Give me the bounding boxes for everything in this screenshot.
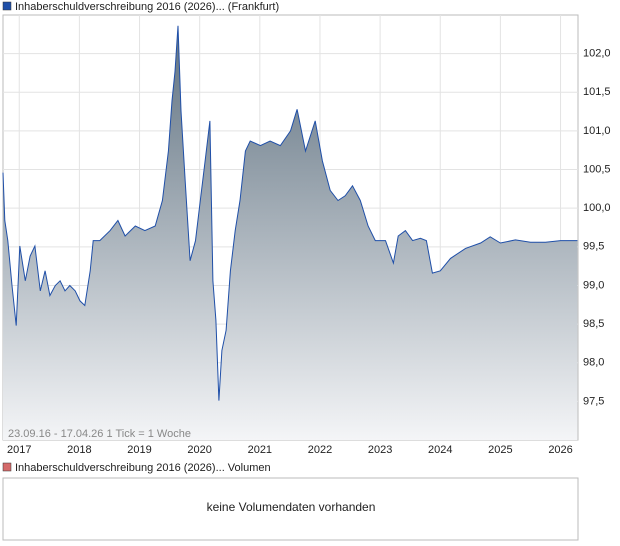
x-tick-label: 2025: [488, 444, 512, 456]
x-tick-label: 2024: [428, 444, 452, 456]
y-tick-label: 99,5: [583, 241, 604, 253]
y-tick-label: 101,0: [583, 125, 611, 137]
x-tick-label: 2019: [127, 444, 151, 456]
y-tick-label: 101,5: [583, 86, 611, 98]
y-tick-label: 97,5: [583, 395, 604, 407]
x-tick-label: 2017: [7, 444, 31, 456]
y-tick-label: 102,0: [583, 48, 611, 60]
x-tick-label: 2026: [548, 444, 572, 456]
legend-label: Inhaberschuldverschreibung 2016 (2026)..…: [15, 1, 279, 13]
y-tick-label: 98,5: [583, 318, 604, 330]
volume-message: keine Volumendaten vorhanden: [207, 500, 376, 514]
y-tick-label: 100,5: [583, 163, 611, 175]
volume-frame: [2, 477, 579, 541]
x-tick-label: 2023: [368, 444, 392, 456]
price-line: [2, 25, 578, 401]
y-tick-label: 100,0: [583, 202, 611, 214]
y-tick-label: 99,0: [583, 279, 604, 291]
x-tick-label: 2021: [248, 444, 272, 456]
x-tick-label: 2022: [308, 444, 332, 456]
legend-swatch: [2, 462, 12, 472]
legend-label: Inhaberschuldverschreibung 2016 (2026)..…: [15, 462, 271, 474]
x-tick-label: 2018: [67, 444, 91, 456]
footnote: 23.09.16 - 17.04.26 1 Tick = 1 Woche: [8, 428, 191, 440]
legend-swatch: [2, 1, 12, 11]
area-fill: [3, 25, 578, 441]
x-tick-label: 2020: [187, 444, 211, 456]
y-tick-label: 98,0: [583, 357, 604, 369]
